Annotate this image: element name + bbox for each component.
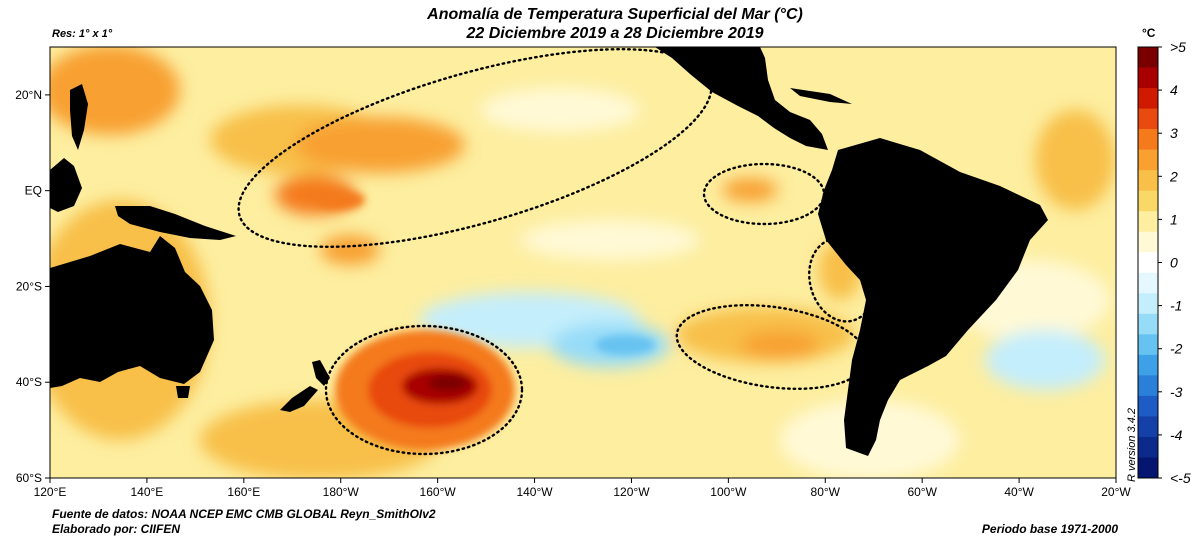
colorbar-segment xyxy=(1138,416,1158,438)
colorbar-label: -2 xyxy=(1170,341,1183,357)
chart-date-range: 22 Diciembre 2019 a 28 Diciembre 2019 xyxy=(466,25,764,42)
anomaly-neutral-east xyxy=(520,220,700,260)
colorbar-label: 4 xyxy=(1170,82,1178,98)
anomaly-sep-cool-max xyxy=(595,335,655,355)
lon-tick-label: 160°W xyxy=(420,485,457,499)
colorbar-label: 3 xyxy=(1170,125,1178,141)
colorbar-segment xyxy=(1138,252,1158,274)
colorbar-label: 0 xyxy=(1170,255,1178,271)
land-new-zealand-south xyxy=(280,386,318,412)
data-source-label: Fuente de datos: NOAA NCEP EMC CMB GLOBA… xyxy=(52,507,436,521)
chart-title: Anomalía de Temperatura Superficial del … xyxy=(427,6,803,23)
land-philippines xyxy=(70,84,88,150)
colorbar-segment xyxy=(1138,190,1158,212)
lon-tick-label: 140°E xyxy=(130,485,163,499)
lon-tick-label: 180°W xyxy=(323,485,360,499)
colorbar-unit: °C xyxy=(1142,26,1156,40)
ellipse-galapagos xyxy=(702,162,826,226)
highlight-ellipses xyxy=(237,48,876,456)
colorbar-segment xyxy=(1138,108,1158,130)
colorbar-segment xyxy=(1138,354,1158,376)
lon-tick-label: 20°W xyxy=(1101,485,1131,499)
colorbar-segment xyxy=(1138,170,1158,192)
colorbar-label: 1 xyxy=(1170,211,1178,227)
lon-tick-label: 160°E xyxy=(227,485,260,499)
colorbar-segment xyxy=(1138,395,1158,417)
lat-tick-label: 20°S xyxy=(16,279,42,293)
lon-tick-label: 140°W xyxy=(516,485,553,499)
land-new-guinea xyxy=(115,206,236,240)
base-period-label: Periodo base 1971-2000 xyxy=(981,522,1118,536)
anomaly-shading xyxy=(50,47,1115,478)
anomaly-nw-warm xyxy=(50,47,180,135)
anomaly-atlantic-warm xyxy=(1035,110,1115,210)
colorbar-segment xyxy=(1138,334,1158,356)
land-new-zealand-north xyxy=(312,360,330,386)
land-cuba xyxy=(790,88,852,104)
colorbar-label: <-5 xyxy=(1170,470,1191,486)
colorbar-segment xyxy=(1138,457,1158,479)
lon-tick-label: 60°W xyxy=(907,485,937,499)
colorbar-segment xyxy=(1138,211,1158,233)
r-version-label: R version 3.4.2 xyxy=(1126,408,1138,482)
land-north-america xyxy=(655,47,828,150)
land-maritime-se-asia xyxy=(50,158,82,212)
map-field xyxy=(50,47,1116,478)
land-south-america xyxy=(818,138,1048,456)
lon-tick-label: 80°W xyxy=(811,485,841,499)
anomaly-atlantic-cool xyxy=(985,330,1105,390)
resolution-label: Res: 1° x 1° xyxy=(52,28,113,40)
anomaly-ncp-core xyxy=(315,190,365,210)
anomaly-subtropic-warm xyxy=(320,235,380,265)
anomaly-southeast-warm-core xyxy=(740,331,820,359)
anomaly-galapagos-warm xyxy=(722,178,778,202)
colorbar-label: -3 xyxy=(1170,384,1183,400)
colorbar-segment xyxy=(1138,149,1158,171)
colorbar-label: 2 xyxy=(1169,168,1178,184)
colorbar-label: -1 xyxy=(1170,298,1182,314)
anomaly-neutral-north xyxy=(480,88,640,132)
colorbar-segment xyxy=(1138,47,1158,69)
colorbar-label: -4 xyxy=(1170,427,1183,443)
lon-tick-label: 120°E xyxy=(34,485,67,499)
lat-tick-label: 60°S xyxy=(16,471,42,485)
colorbar-segment xyxy=(1138,375,1158,397)
latitude-axis: 20°N EQ 20°S 40°S 60°S xyxy=(15,88,50,485)
map-frame xyxy=(49,46,1117,479)
ellipse-new-zealand-east xyxy=(324,324,524,456)
longitude-axis: 120°E 140°E 160°E 180°W 160°W 140°W 120°W 100°W… xyxy=(34,478,1131,499)
land-australia xyxy=(50,236,214,388)
land xyxy=(50,47,1048,456)
colorbar-segment xyxy=(1138,129,1158,151)
lon-tick-label: 40°W xyxy=(1004,485,1034,499)
lon-tick-label: 100°W xyxy=(710,485,747,499)
colorbar: >5 4 3 2 1 0 -1 -2 -3 -4 <-5 xyxy=(1137,39,1191,486)
anomaly-nz-warm-max xyxy=(428,375,468,391)
lat-tick-label: EQ xyxy=(25,184,42,198)
ellipse-peru-coast xyxy=(808,237,876,323)
colorbar-segment xyxy=(1138,293,1158,315)
colorbar-segment xyxy=(1138,313,1158,335)
ellipse-north-central-pacific xyxy=(237,48,713,248)
lon-tick-label: 120°W xyxy=(613,485,650,499)
colorbar-segment xyxy=(1138,231,1158,253)
colorbar-segment xyxy=(1138,88,1158,110)
anomaly-ncp-band xyxy=(295,117,465,173)
lat-tick-label: 20°N xyxy=(15,88,42,102)
colorbar-segment xyxy=(1138,436,1158,458)
author-label: Elaborado por: CIIFEN xyxy=(52,522,181,536)
anomaly-core-shading xyxy=(315,190,655,450)
lat-tick-label: 40°S xyxy=(16,375,42,389)
ellipse-southeast-pacific xyxy=(675,303,869,391)
colorbar-segment xyxy=(1138,272,1158,294)
land-tasmania xyxy=(176,386,190,398)
colorbar-segment xyxy=(1138,67,1158,89)
colorbar-label: >5 xyxy=(1170,39,1186,55)
